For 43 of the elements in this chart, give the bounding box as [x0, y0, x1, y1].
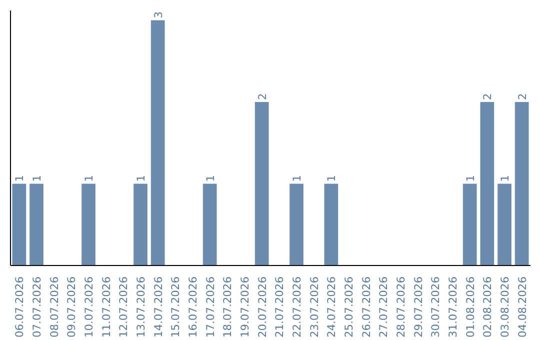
x-tick-label: 30.07.2026 — [429, 276, 442, 338]
data-label: 1 — [82, 174, 96, 182]
x-tick-label: 14.07.2026 — [152, 276, 165, 338]
x-tick-label: 03.08.2026 — [498, 276, 512, 338]
x-tick-label: 31.07.2026 — [446, 276, 460, 338]
x-tick-label: 24.07.2026 — [325, 276, 338, 338]
x-tick-label: 26.07.2026 — [360, 276, 373, 338]
data-label: 2 — [256, 93, 269, 100]
data-label: 1 — [498, 174, 512, 182]
x-tick-label: 07.07.2026 — [30, 276, 44, 338]
x-tick-label: 19.07.2026 — [238, 276, 252, 338]
x-tick-label: 29.07.2026 — [412, 276, 425, 338]
x-tick-label: 04.08.2026 — [516, 276, 529, 338]
x-tick-label: 23.07.2026 — [308, 276, 321, 338]
x-tick-label: 18.07.2026 — [221, 276, 234, 338]
x-tick-label: 28.07.2026 — [394, 276, 408, 338]
data-label: 2 — [516, 93, 529, 100]
x-tick-label: 02.08.2026 — [481, 276, 494, 338]
data-label: 1 — [13, 174, 26, 182]
x-tick-label: 22.07.2026 — [290, 276, 304, 338]
x-tick-label: 10.07.2026 — [82, 276, 96, 338]
x-tick-label: 21.07.2026 — [273, 276, 286, 338]
x-tick-label: 08.07.2026 — [48, 276, 61, 338]
x-tick-label: 20.07.2026 — [256, 276, 269, 338]
data-label: 1 — [30, 174, 44, 182]
data-label: 2 — [481, 93, 494, 100]
data-label: 1 — [290, 174, 304, 182]
x-tick-label: 06.07.2026 — [13, 276, 26, 338]
x-tick-label: 11.07.2026 — [100, 276, 113, 338]
x-tick-label: 17.07.2026 — [204, 276, 217, 338]
data-label: 1 — [464, 174, 477, 182]
data-label: 1 — [325, 174, 338, 182]
x-tick-label: 13.07.2026 — [134, 276, 148, 338]
x-tick-label: 01.08.2026 — [464, 276, 477, 338]
data-label: 3 — [152, 12, 165, 18]
x-tick-label: 27.07.2026 — [377, 276, 390, 338]
x-tick-label: 25.07.2026 — [342, 276, 356, 338]
x-tick-label: 16.07.2026 — [186, 276, 200, 338]
data-label: 1 — [204, 174, 217, 182]
x-tick-label: 12.07.2026 — [117, 276, 130, 338]
data-label: 1 — [134, 174, 148, 182]
x-tick-label: 15.07.2026 — [169, 276, 182, 338]
x-tick-label: 09.07.2026 — [65, 276, 78, 338]
